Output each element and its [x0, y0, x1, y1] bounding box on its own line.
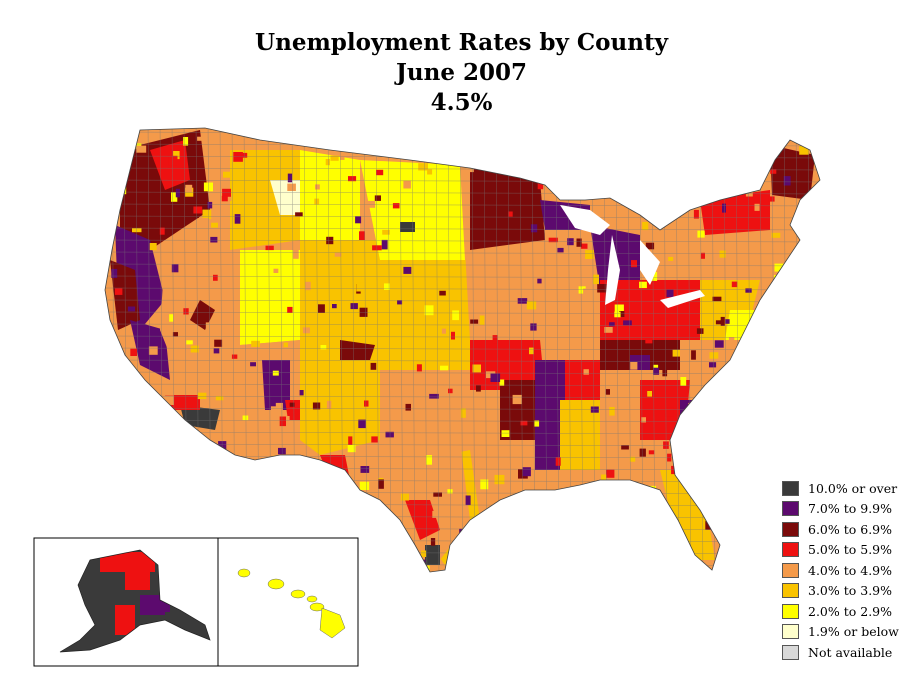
us-outline: [104, 127, 821, 573]
legend-swatch: [782, 624, 799, 640]
legend-swatch: [782, 480, 799, 496]
legend-item: 10.0% or over: [782, 478, 899, 499]
legend-label: 3.0% to 3.9%: [808, 583, 893, 599]
legend-label: 6.0% to 6.9%: [808, 521, 893, 537]
legend-label: 10.0% or over: [808, 480, 898, 496]
lake-huron: [640, 240, 660, 285]
legend-swatch: [782, 562, 799, 578]
legend-label: 2.0% to 2.9%: [808, 603, 893, 619]
legend-item: 6.0% to 6.9%: [782, 519, 899, 540]
legend-swatch: [782, 603, 799, 619]
hawaii: [237, 568, 346, 639]
lake-erie: [660, 290, 705, 308]
legend-item: 5.0% to 5.9%: [782, 540, 899, 561]
legend-swatch: [782, 583, 799, 599]
legend-item: 2.0% to 2.9%: [782, 601, 899, 622]
legend-label: Not available: [808, 644, 893, 660]
legend-label: 7.0% to 9.9%: [808, 501, 893, 517]
legend-item: 1.9% or below: [782, 622, 899, 643]
map-subtitle-rate: 4.5%: [430, 89, 493, 116]
legend-item: 3.0% to 3.9%: [782, 581, 899, 602]
map-subtitle-date: June 2007: [396, 59, 527, 86]
legend-swatch: [782, 521, 799, 537]
legend-label: 5.0% to 5.9%: [808, 542, 893, 558]
legend-item: Not available: [782, 642, 899, 663]
legend-item: 4.0% to 4.9%: [782, 560, 899, 581]
lake-michigan: [605, 235, 620, 305]
map-title: Unemployment Rates by County: [255, 29, 668, 56]
legend-label: 1.9% or below: [808, 624, 899, 640]
legend-swatch: [782, 542, 799, 558]
lake-superior: [560, 205, 610, 235]
legend-swatch: [782, 644, 799, 660]
legend-item: 7.0% to 9.9%: [782, 499, 899, 520]
hawaii-inset-box: [217, 537, 359, 667]
legend-swatch: [782, 501, 799, 517]
contiguous-us: [105, 128, 820, 572]
legend: 10.0% or over 7.0% to 9.9% 6.0% to 6.9% …: [782, 478, 899, 663]
legend-label: 4.0% to 4.9%: [808, 562, 893, 578]
